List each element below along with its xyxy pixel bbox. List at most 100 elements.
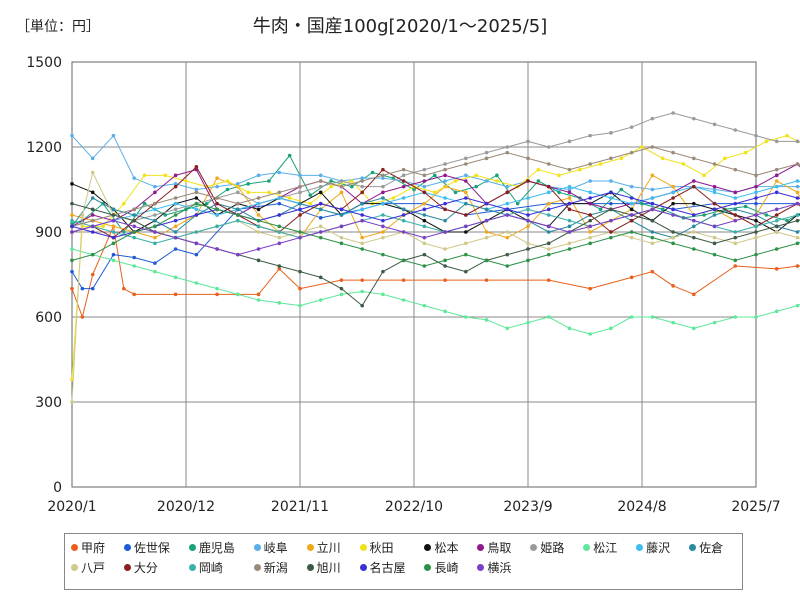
data-point xyxy=(774,173,779,178)
legend-swatch xyxy=(636,544,644,551)
data-point xyxy=(194,201,199,206)
series-10 xyxy=(70,247,800,336)
data-point xyxy=(443,179,447,183)
data-point xyxy=(526,320,530,325)
data-point xyxy=(298,303,302,308)
data-point xyxy=(360,179,364,183)
data-point xyxy=(671,213,675,217)
data-point xyxy=(692,230,696,234)
data-point xyxy=(298,269,302,274)
data-point xyxy=(733,218,738,223)
data-point xyxy=(546,162,551,166)
x-tick-label: 2022/10 xyxy=(385,499,443,515)
data-point xyxy=(381,252,385,257)
data-point xyxy=(80,213,85,217)
data-point xyxy=(609,326,613,331)
data-point xyxy=(443,167,447,172)
data-point xyxy=(526,241,530,246)
data-point xyxy=(733,196,738,200)
data-point xyxy=(588,224,592,229)
x-tick-label: 2021/11 xyxy=(271,499,329,515)
legend-item: 佐世保 xyxy=(123,539,183,556)
legend-swatch xyxy=(477,544,485,551)
data-point xyxy=(422,218,427,223)
data-point xyxy=(629,213,634,217)
data-point xyxy=(422,201,427,206)
y-tick-label: 300 xyxy=(35,395,62,411)
legend-label: 旭川 xyxy=(316,561,341,575)
data-point xyxy=(505,184,510,189)
data-point xyxy=(795,184,800,189)
data-point xyxy=(629,235,634,240)
data-point xyxy=(754,224,758,229)
data-point xyxy=(484,258,489,263)
data-point xyxy=(318,235,323,240)
data-point xyxy=(215,184,219,189)
data-point xyxy=(339,207,344,212)
data-point xyxy=(505,235,510,240)
data-point xyxy=(733,235,738,240)
data-point xyxy=(236,218,240,223)
legend-swatch xyxy=(359,564,367,571)
data-point xyxy=(754,184,758,189)
legend-swatch xyxy=(71,544,78,551)
data-point xyxy=(774,179,779,183)
data-point xyxy=(692,213,696,217)
data-point xyxy=(712,122,717,127)
data-point xyxy=(650,116,655,121)
data-point xyxy=(671,241,675,246)
data-point xyxy=(733,264,738,268)
legend-item: 松江 xyxy=(583,539,630,556)
data-point xyxy=(484,201,489,206)
data-point xyxy=(484,218,489,223)
legend-label: 横浜 xyxy=(487,561,512,575)
data-point xyxy=(567,241,572,246)
data-point xyxy=(567,196,572,200)
legend-label: 松江 xyxy=(593,541,618,555)
data-point xyxy=(754,190,758,195)
legend-label: 佐世保 xyxy=(133,541,170,555)
data-point xyxy=(90,272,95,277)
data-point xyxy=(588,201,592,206)
data-point xyxy=(194,196,199,200)
data-point xyxy=(277,241,282,246)
data-point xyxy=(194,190,199,195)
data-point xyxy=(671,201,675,206)
data-point xyxy=(80,224,85,229)
data-point xyxy=(173,196,178,200)
data-point xyxy=(173,275,178,280)
data-point xyxy=(225,187,230,192)
data-point xyxy=(236,252,240,257)
data-point xyxy=(505,150,510,155)
data-point xyxy=(204,201,209,206)
data-point xyxy=(90,156,95,161)
data-point xyxy=(505,264,510,268)
chart-title: 牛肉・国産100g[2020/1～2025/5] xyxy=(252,16,548,37)
data-point xyxy=(298,173,302,178)
data-point xyxy=(246,190,250,195)
data-point xyxy=(629,315,634,319)
legend-label: 岡崎 xyxy=(198,561,223,575)
data-point xyxy=(609,190,613,195)
legend-label: 秋田 xyxy=(369,541,394,555)
data-point xyxy=(339,278,344,282)
data-point xyxy=(360,241,364,246)
data-point xyxy=(339,190,344,195)
data-point xyxy=(173,213,178,217)
data-point xyxy=(712,241,717,246)
data-point xyxy=(339,286,344,291)
data-point xyxy=(381,224,385,229)
data-point xyxy=(588,218,592,223)
legend-item: 鳥取 xyxy=(477,539,524,556)
data-point xyxy=(194,165,199,169)
data-point xyxy=(505,213,510,217)
data-point xyxy=(401,196,406,200)
data-point xyxy=(526,224,530,229)
data-point xyxy=(236,182,240,186)
data-point xyxy=(277,190,282,195)
data-point xyxy=(795,179,800,183)
data-point xyxy=(712,213,717,217)
data-point xyxy=(733,258,738,263)
data-point xyxy=(422,303,427,308)
chart-legend: 甲府 佐世保 鹿児島 岐阜 立川 秋田 松本 鳥取 姫路 松江 藤沢 佐倉 八戸 大分 岡崎 新潟 旭川 名古屋 長… xyxy=(64,533,743,590)
